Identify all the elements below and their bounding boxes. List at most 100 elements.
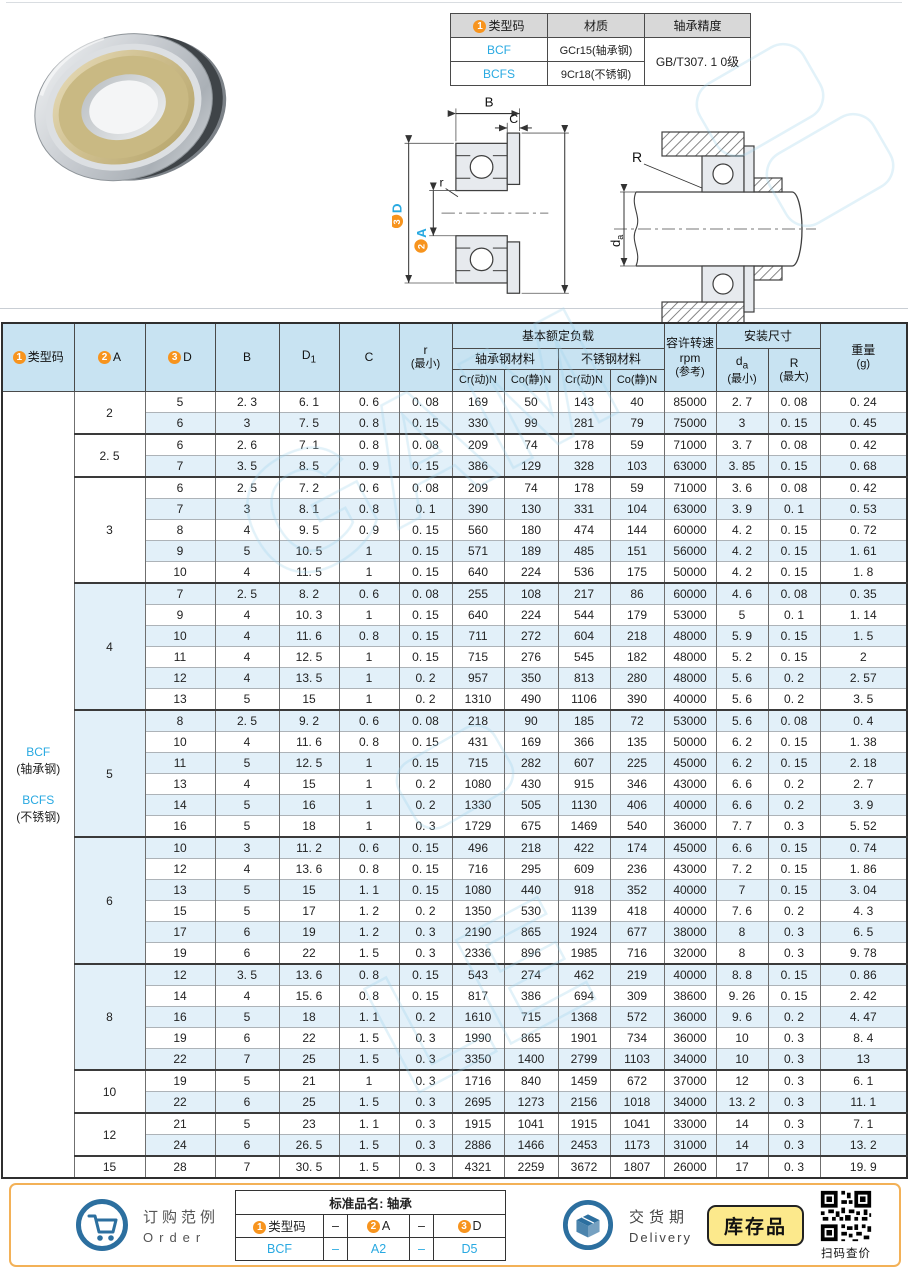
col-r: 0. 2 xyxy=(398,900,453,922)
col-cr-steel: 431 xyxy=(451,731,505,753)
col-co-steel: 2259 xyxy=(503,1155,559,1178)
col-da: 3. 7 xyxy=(715,433,769,456)
col-cr-stainless: 2453 xyxy=(557,1134,611,1156)
col-R: 0. 3 xyxy=(767,1027,821,1049)
col-cr-steel: 817 xyxy=(451,985,505,1007)
col-c: 1 xyxy=(338,667,400,689)
col-r: 0. 2 xyxy=(398,688,453,710)
col-co-steel: 218 xyxy=(503,836,559,859)
col-d: 24 xyxy=(144,1134,216,1156)
col-co-steel: 386 xyxy=(503,985,559,1007)
header-cr-steel: Cr(动)N xyxy=(451,369,505,392)
table-row: 13 4 15 1 0. 2 1080 430 915 346 43000 6. 6 0. 2 2. 7 xyxy=(2,773,908,795)
col-cr-steel: 571 xyxy=(451,540,505,562)
col-d: 19 xyxy=(144,942,216,964)
col-b: 6 xyxy=(214,921,280,943)
col-weight: 0. 72 xyxy=(819,519,908,541)
col-d1: 15. 6 xyxy=(278,985,340,1007)
order-col-type: 1 类型码 xyxy=(235,1213,325,1238)
col-co-steel: 440 xyxy=(503,879,559,901)
col-weight: 8. 4 xyxy=(819,1027,908,1049)
col-da: 7 xyxy=(715,879,769,901)
col-co-stainless: 1018 xyxy=(609,1091,665,1113)
table-row: 6 3 7. 5 0. 8 0. 15 330 99 281 79 75000 3 0. 15 0. 4… xyxy=(2,412,908,434)
header-b: B xyxy=(214,322,280,392)
col-co-stainless: 59 xyxy=(609,476,665,499)
col-co-stainless: 72 xyxy=(609,709,665,732)
col-r: 0. 08 xyxy=(398,391,453,413)
col-rpm: 45000 xyxy=(663,836,717,859)
col-cr-steel: 2886 xyxy=(451,1134,505,1156)
col-weight: 3. 04 xyxy=(819,879,908,901)
col-cr-steel: 1350 xyxy=(451,900,505,922)
col-rpm: 48000 xyxy=(663,667,717,689)
col-cr-stainless: 1469 xyxy=(557,815,611,837)
col-b: 6 xyxy=(214,1091,280,1113)
col-cr-steel: 1310 xyxy=(451,688,505,710)
col-d1: 22 xyxy=(278,1027,340,1049)
col-d1: 10. 5 xyxy=(278,540,340,562)
col-cr-stainless: 694 xyxy=(557,985,611,1007)
col-co-steel: 130 xyxy=(503,498,559,520)
col-d: 13 xyxy=(144,688,216,710)
col-da: 5. 6 xyxy=(715,709,769,732)
col-rpm: 32000 xyxy=(663,942,717,964)
col-da: 7. 6 xyxy=(715,900,769,922)
col-cr-stainless: 1915 xyxy=(557,1112,611,1135)
col-c: 0. 8 xyxy=(338,858,400,880)
stock-badge: 库存品 xyxy=(706,1204,804,1246)
col-rpm: 43000 xyxy=(663,773,717,795)
col-R: 0. 15 xyxy=(767,519,821,541)
bearing-mounting-diagram: R da xyxy=(608,131,816,327)
col-c: 0. 6 xyxy=(338,709,400,732)
col-cr-stainless: 485 xyxy=(557,540,611,562)
col-weight: 0. 86 xyxy=(819,963,908,986)
col-weight: 1. 86 xyxy=(819,858,908,880)
a-value-cell: 8 xyxy=(73,963,146,1070)
col-co-steel: 180 xyxy=(503,519,559,541)
col-c: 0. 6 xyxy=(338,836,400,859)
col-d: 11 xyxy=(144,752,216,774)
col-R: 0. 15 xyxy=(767,858,821,880)
col-da: 5. 9 xyxy=(715,625,769,647)
col-da: 10 xyxy=(715,1027,769,1049)
col-d1: 17 xyxy=(278,900,340,922)
col-R: 0. 2 xyxy=(767,667,821,689)
col-co-steel: 1041 xyxy=(503,1112,559,1135)
col-r: 0. 3 xyxy=(398,815,453,837)
col-co-stainless: 218 xyxy=(609,625,665,647)
col-co-steel: 224 xyxy=(503,604,559,626)
col-d1: 7. 1 xyxy=(278,433,340,456)
col-d1: 12. 5 xyxy=(278,752,340,774)
col-cr-stainless: 609 xyxy=(557,858,611,880)
col-b: 4 xyxy=(214,858,280,880)
col-co-stainless: 179 xyxy=(609,604,665,626)
col-cr-steel: 2190 xyxy=(451,921,505,943)
dim-label-a: 2 A xyxy=(414,228,429,253)
col-r: 0. 3 xyxy=(398,942,453,964)
col-weight: 1. 61 xyxy=(819,540,908,562)
col-R: 0. 08 xyxy=(767,433,821,456)
col-c: 0. 6 xyxy=(338,391,400,413)
col-weight: 0. 24 xyxy=(819,391,908,413)
col-d1: 21 xyxy=(278,1069,340,1092)
col-weight: 2. 42 xyxy=(819,985,908,1007)
col-cr-steel: 1080 xyxy=(451,879,505,901)
a-value-cell: 15 xyxy=(73,1155,146,1178)
col-weight: 2. 7 xyxy=(819,773,908,795)
col-da: 14 xyxy=(715,1112,769,1135)
col-co-stainless: 174 xyxy=(609,836,665,859)
spec-code-bcf[interactable]: BCF xyxy=(450,37,548,62)
col-weight: 0. 45 xyxy=(819,412,908,434)
col-co-steel: 896 xyxy=(503,942,559,964)
col-d1: 13. 6 xyxy=(278,963,340,986)
col-cr-steel: 2336 xyxy=(451,942,505,964)
spec-code-bcfs[interactable]: BCFS xyxy=(450,61,548,86)
col-co-stainless: 672 xyxy=(609,1069,665,1092)
col-cr-stainless: 422 xyxy=(557,836,611,859)
col-weight: 1. 14 xyxy=(819,604,908,626)
col-d: 9 xyxy=(144,604,216,626)
col-c: 1. 2 xyxy=(338,921,400,943)
col-weight: 13 xyxy=(819,1048,908,1070)
